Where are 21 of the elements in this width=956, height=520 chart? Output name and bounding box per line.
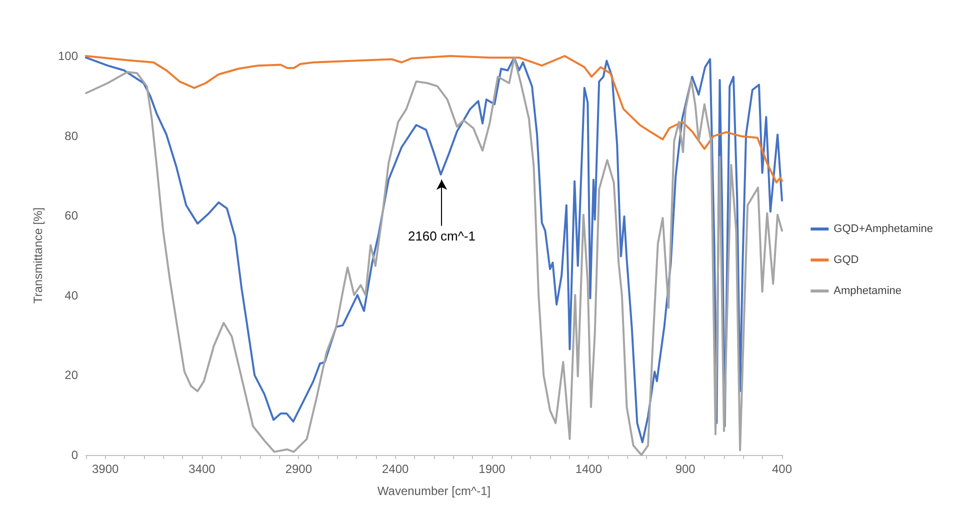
x-tick-label: 400	[772, 462, 792, 476]
y-tick-label: 40	[64, 288, 78, 302]
legend-label: GQD+Amphetamine	[834, 223, 934, 235]
y-tick-label: 100	[58, 49, 78, 63]
y-tick-label: 80	[64, 128, 78, 143]
legend-label: GQD	[834, 254, 859, 266]
y-axis-title: Transmittance [%]	[31, 207, 45, 304]
x-tick-label: 1900	[478, 462, 506, 476]
x-tick-label: 3400	[188, 462, 216, 476]
x-tick-label: 1400	[575, 462, 602, 476]
annotation: 2160 cm^-1	[408, 228, 476, 244]
line-series	[85, 55, 783, 184]
x-tick-label: 2400	[382, 462, 410, 476]
y-tick-label: 60	[64, 208, 78, 223]
x-axis-title: Wavenumber [cm^-1]	[377, 484, 491, 498]
y-tick-label: 0	[71, 448, 78, 462]
x-tick-label: 3900	[92, 462, 120, 476]
y-tick-label: 20	[64, 368, 78, 382]
legend-label: Amphetamine	[834, 285, 902, 297]
x-tick-label: 900	[675, 462, 696, 476]
x-tick-label: 2900	[285, 462, 312, 476]
